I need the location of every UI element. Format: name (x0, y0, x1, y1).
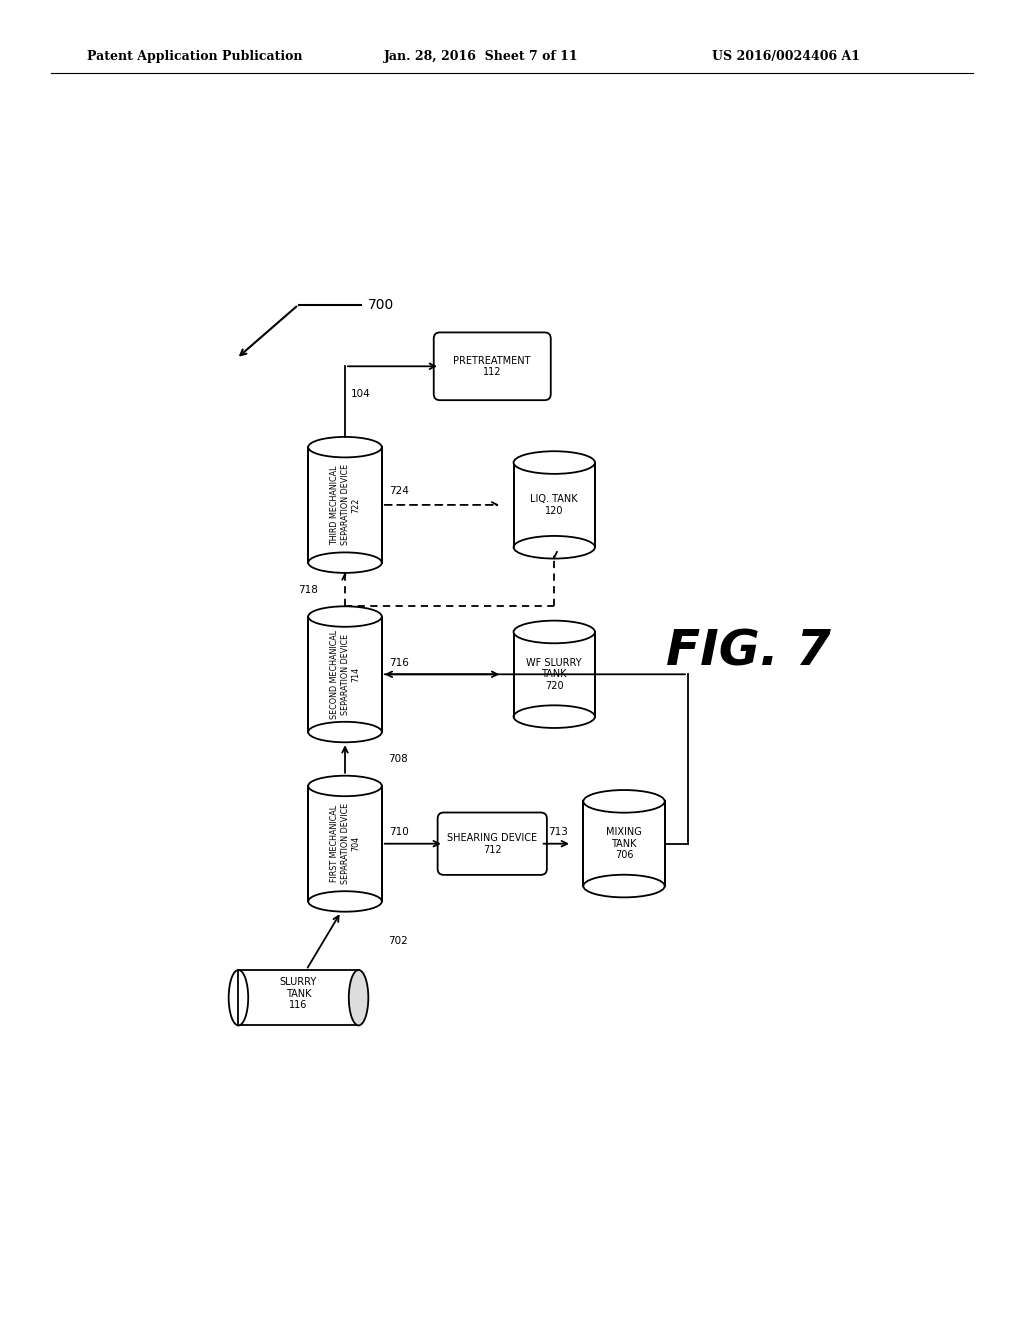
Text: PRETREATMENT
112: PRETREATMENT 112 (454, 355, 531, 378)
Text: MIXING
TANK
706: MIXING TANK 706 (606, 828, 642, 861)
Text: FIRST MECHANICAL
SEPARATION DEVICE
704: FIRST MECHANICAL SEPARATION DEVICE 704 (330, 803, 359, 884)
Ellipse shape (514, 451, 595, 474)
Bar (308, 785, 382, 902)
Ellipse shape (308, 776, 382, 796)
Text: SECOND MECHANICAL
SEPARATION DEVICE
714: SECOND MECHANICAL SEPARATION DEVICE 714 (330, 630, 359, 719)
Text: 724: 724 (389, 486, 410, 496)
Ellipse shape (228, 970, 248, 1026)
Bar (308, 447, 382, 562)
Text: FIG. 7: FIG. 7 (666, 627, 830, 676)
Ellipse shape (308, 722, 382, 742)
Bar (514, 462, 595, 548)
Text: LIQ. TANK
120: LIQ. TANK 120 (530, 494, 579, 516)
Ellipse shape (308, 552, 382, 573)
Bar (514, 462, 595, 548)
Text: 702: 702 (388, 936, 408, 946)
Ellipse shape (584, 875, 665, 898)
Ellipse shape (308, 891, 382, 912)
FancyBboxPatch shape (437, 813, 547, 875)
Ellipse shape (584, 791, 665, 813)
Bar (584, 801, 665, 886)
Text: 708: 708 (388, 754, 408, 764)
Bar (584, 801, 665, 886)
Text: THIRD MECHANICAL
SEPARATION DEVICE
722: THIRD MECHANICAL SEPARATION DEVICE 722 (330, 465, 359, 545)
Ellipse shape (514, 705, 595, 727)
Text: WF SLURRY
TANK
720: WF SLURRY TANK 720 (526, 657, 582, 690)
Ellipse shape (308, 437, 382, 458)
Text: SHEARING DEVICE
712: SHEARING DEVICE 712 (447, 833, 538, 854)
Text: US 2016/0024406 A1: US 2016/0024406 A1 (712, 50, 860, 63)
Text: Jan. 28, 2016  Sheet 7 of 11: Jan. 28, 2016 Sheet 7 of 11 (384, 50, 579, 63)
Bar (514, 632, 595, 717)
Bar (308, 447, 382, 562)
Text: 718: 718 (299, 585, 318, 594)
Ellipse shape (514, 536, 595, 558)
Bar (308, 785, 382, 902)
FancyBboxPatch shape (434, 333, 551, 400)
Text: 710: 710 (389, 828, 410, 837)
Ellipse shape (514, 620, 595, 643)
Text: SLURRY
TANK
116: SLURRY TANK 116 (280, 977, 317, 1010)
Bar (514, 632, 595, 717)
Text: Patent Application Publication: Patent Application Publication (87, 50, 302, 63)
Bar (308, 616, 382, 733)
Bar (308, 616, 382, 733)
Bar (239, 970, 358, 1026)
Text: 104: 104 (351, 389, 371, 399)
Text: 700: 700 (369, 298, 394, 312)
Ellipse shape (308, 606, 382, 627)
Text: 713: 713 (549, 828, 568, 837)
Text: 716: 716 (389, 657, 410, 668)
Ellipse shape (349, 970, 369, 1026)
